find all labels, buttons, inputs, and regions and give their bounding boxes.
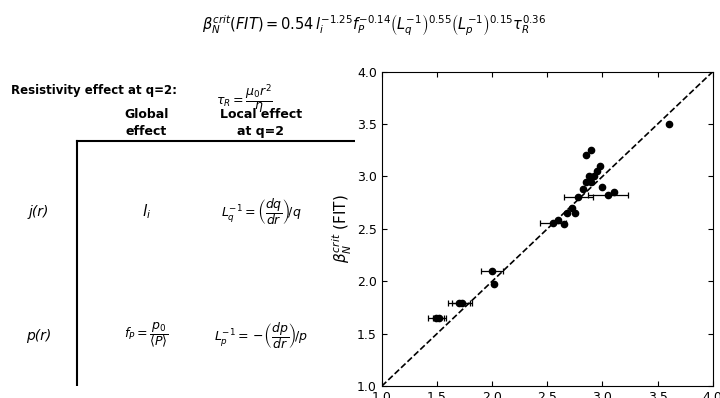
- Text: j(r): j(r): [28, 205, 49, 219]
- Text: $\tau_R = \dfrac{\mu_0 r^2}{\eta}$: $\tau_R = \dfrac{\mu_0 r^2}{\eta}$: [216, 83, 273, 116]
- Y-axis label: $\beta_N^{crit}$ (FIT): $\beta_N^{crit}$ (FIT): [331, 195, 354, 263]
- Text: $L_p^{-1} = -\!\left(\dfrac{dp}{dr}\right)\!/p$: $L_p^{-1} = -\!\left(\dfrac{dp}{dr}\righ…: [214, 320, 308, 351]
- Text: Local effect
at q=2: Local effect at q=2: [220, 108, 302, 138]
- Text: $f_P = \dfrac{p_0}{\langle P \rangle}$: $f_P = \dfrac{p_0}{\langle P \rangle}$: [124, 321, 168, 350]
- Text: p(r): p(r): [26, 329, 51, 343]
- Text: Global
effect: Global effect: [124, 108, 168, 138]
- Text: $l_i$: $l_i$: [142, 202, 150, 221]
- Text: Resistivity effect at q=2:: Resistivity effect at q=2:: [11, 84, 176, 97]
- Text: $L_q^{-1} = \left(\dfrac{dq}{dr}\right)\!/q$: $L_q^{-1} = \left(\dfrac{dq}{dr}\right)\…: [220, 196, 301, 227]
- Text: $\beta_N^{crit}(FIT) = 0.54\, l_i^{-1.25} f_P^{-0.14} \left(L_q^{-1}\right)^{0.5: $\beta_N^{crit}(FIT) = 0.54\, l_i^{-1.25…: [202, 12, 546, 38]
